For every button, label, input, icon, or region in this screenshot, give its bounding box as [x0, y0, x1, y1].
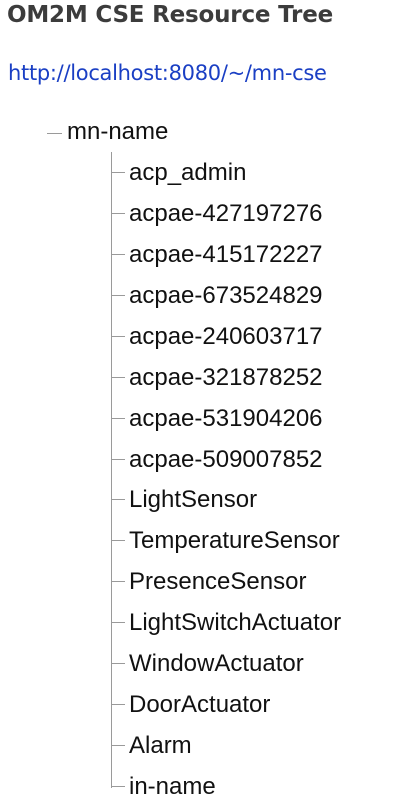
tree-connector [111, 172, 125, 173]
tree-node-label: acpae-240603717 [129, 323, 323, 350]
tree-node[interactable]: WindowActuator [111, 649, 411, 679]
tree-connector [111, 254, 125, 255]
tree-connector [111, 663, 125, 664]
tree-node[interactable]: acpae-531904206 [111, 404, 411, 434]
tree-connector [111, 213, 125, 214]
tree-connector [111, 704, 125, 705]
tree-node-label: LightSensor [129, 486, 258, 513]
tree-node-label: acpae-673524829 [129, 282, 323, 309]
tree-connector [111, 581, 125, 582]
tree-node[interactable]: acpae-509007852 [111, 445, 411, 475]
tree-node-label: acpae-427197276 [129, 200, 323, 227]
tree-node[interactable]: acpae-673524829 [111, 281, 411, 311]
tree-node-label: DoorActuator [129, 691, 271, 718]
tree-connector [111, 295, 125, 296]
tree-node-label: acp_admin [129, 159, 247, 186]
tree-root-node[interactable]: mn-name [67, 118, 169, 145]
tree-node[interactable]: acp_admin [111, 158, 411, 188]
tree-node-label: in-name [129, 773, 216, 800]
tree-node-label: TemperatureSensor [129, 527, 340, 554]
tree-node-label: acpae-415172227 [129, 241, 323, 268]
tree-node[interactable]: in-name [111, 772, 411, 802]
tree-node[interactable]: TemperatureSensor [111, 526, 411, 556]
tree-connector [111, 622, 125, 623]
tree-node-label: WindowActuator [129, 650, 304, 677]
tree-branch-line [111, 152, 112, 788]
tree-node[interactable]: LightSwitchActuator [111, 608, 411, 638]
tree-node-label: Alarm [129, 732, 192, 759]
tree-connector [47, 133, 62, 134]
tree-node-label: PresenceSensor [129, 568, 307, 595]
tree-node[interactable]: acpae-415172227 [111, 240, 411, 270]
tree-node[interactable]: acpae-240603717 [111, 322, 411, 352]
tree-node-label: acpae-321878252 [129, 364, 323, 391]
tree-connector [111, 745, 125, 746]
tree-node-label: acpae-509007852 [129, 446, 323, 473]
tree-connector [111, 418, 125, 419]
tree-node[interactable]: PresenceSensor [111, 567, 411, 597]
tree-connector [111, 459, 125, 460]
tree-connector [111, 499, 125, 500]
tree-node-label: acpae-531904206 [129, 405, 323, 432]
tree-connector [111, 540, 125, 541]
cse-url-link[interactable]: http://localhost:8080/~/mn-cse [8, 61, 327, 85]
page-title: OM2M CSE Resource Tree [7, 2, 333, 28]
tree-connector [111, 377, 125, 378]
tree-node[interactable]: acpae-427197276 [111, 199, 411, 229]
tree-node[interactable]: acpae-321878252 [111, 363, 411, 393]
tree-node[interactable]: DoorActuator [111, 690, 411, 720]
tree-node-label: LightSwitchActuator [129, 609, 342, 636]
tree-connector [111, 786, 125, 787]
tree-node[interactable]: LightSensor [111, 485, 411, 515]
tree-node[interactable]: Alarm [111, 731, 411, 761]
tree-connector [111, 336, 125, 337]
